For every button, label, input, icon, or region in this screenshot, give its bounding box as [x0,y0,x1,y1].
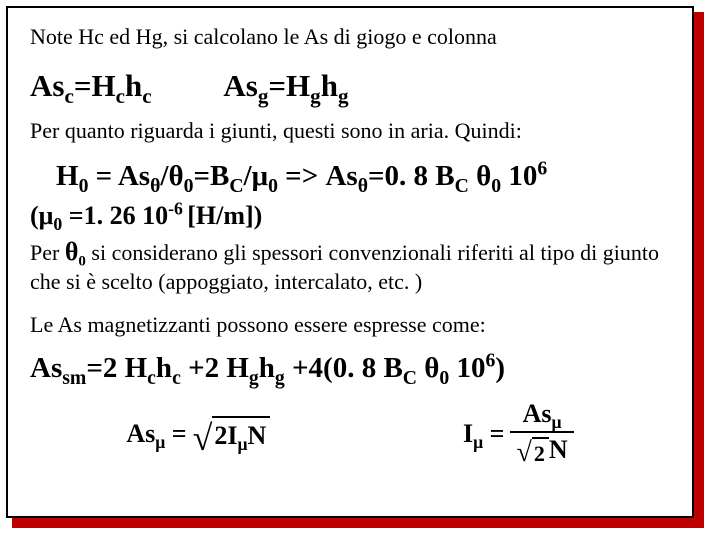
equation-h0: H0 = Asθ/θ0=BC/μ0 => Asθ=0. 8 BC θ0 106 [56,160,670,193]
equation-asm: Assm=2 Hchc +2 Hghg +4(0. 8 BC θ0 106) [30,352,670,385]
eq-asg: Asg=Hghg [223,68,348,103]
slide-container: Note Hc ed Hg, si calcolano le As di gio… [0,0,720,540]
theta0-text: Per θ0 si considerano gli spessori conve… [30,235,670,296]
giunti-text: Per quanto riguarda i giunti, questi son… [30,118,670,144]
slide-content: Note Hc ed Hg, si calcolano le As di gio… [6,6,694,518]
mu0-value: (μ0 =1. 26 10-6 [H/m]) [30,201,670,231]
formula-row: Asμ = √ 2IμN Iμ = Asμ √ 2 N [30,399,670,467]
formula-as-mu: Asμ = √ 2IμN [126,416,270,452]
equation-as-c-g: Asc=Hchc Asg=Hghg [30,68,670,104]
formula-i-mu: Iμ = Asμ √ 2 N [463,399,574,467]
magnetizzanti-text: Le As magnetizzanti possono essere espre… [30,312,670,338]
eq-asc: Asc=Hchc [30,68,152,103]
intro-text: Note Hc ed Hg, si calcolano le As di gio… [30,24,670,50]
